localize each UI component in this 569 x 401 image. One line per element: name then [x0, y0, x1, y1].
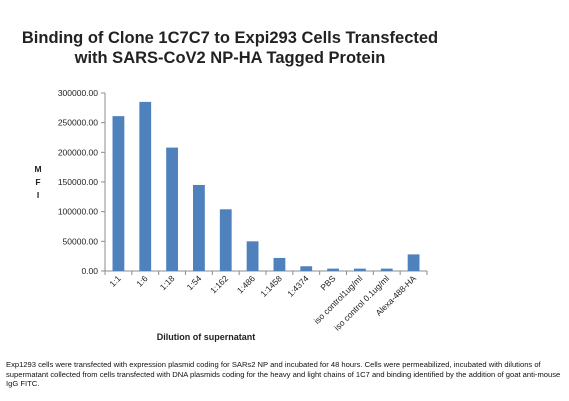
x-axis-label: Dilution of supernatant: [157, 332, 256, 342]
y-axis-label-letter: M: [34, 164, 41, 174]
y-tick-label: 250000.00: [58, 118, 98, 128]
y-tick-label: 100000.00: [58, 207, 98, 217]
y-tick-label: 0.00: [81, 266, 98, 276]
figure-caption: Exp1293 cells were transfected with expr…: [6, 360, 561, 389]
x-tick-label: 1:486: [235, 273, 257, 295]
bar: [300, 266, 313, 271]
x-tick-label: PBS: [318, 273, 337, 292]
chart-title: Binding of Clone 1C7C7 to Expi293 Cells …: [0, 28, 460, 68]
bar: [407, 254, 420, 271]
x-tick-label: 1:6: [134, 273, 150, 289]
bar: [193, 184, 205, 271]
bar-chart: 0.00 50000.00 100000.00 150000.00 200000.00 2…: [34, 88, 428, 342]
y-tick-label: 150000.00: [58, 177, 98, 187]
chart-title-line-1: Binding of Clone 1C7C7 to Expi293 Cells …: [21, 29, 439, 47]
bar: [327, 268, 339, 271]
bar: [354, 268, 366, 271]
bar: [112, 116, 125, 271]
y-axis-label-letter: F: [35, 177, 40, 187]
y-tick-label: 300000.00: [58, 88, 98, 98]
bar: [219, 209, 232, 271]
bar: [246, 241, 259, 271]
y-tick-label: 50000.00: [63, 236, 99, 246]
x-tick-label: 1:18: [158, 273, 177, 292]
x-tick-label: 1:162: [208, 273, 230, 295]
bar: [166, 147, 178, 271]
bar: [380, 268, 393, 271]
bar: [273, 257, 286, 271]
x-tick-label: 1:1458: [258, 273, 284, 299]
x-tick-label: 1:1: [107, 273, 123, 289]
y-axis-label-letter: I: [37, 190, 39, 200]
x-tick-label: 1:54: [185, 273, 204, 292]
y-tick-label: 200000.00: [58, 147, 98, 157]
bar: [139, 101, 152, 272]
x-tick-label: 1:4374: [285, 273, 311, 299]
chart-title-line-2: with SARS-CoV2 NP-HA Tagged Protein: [74, 49, 386, 67]
